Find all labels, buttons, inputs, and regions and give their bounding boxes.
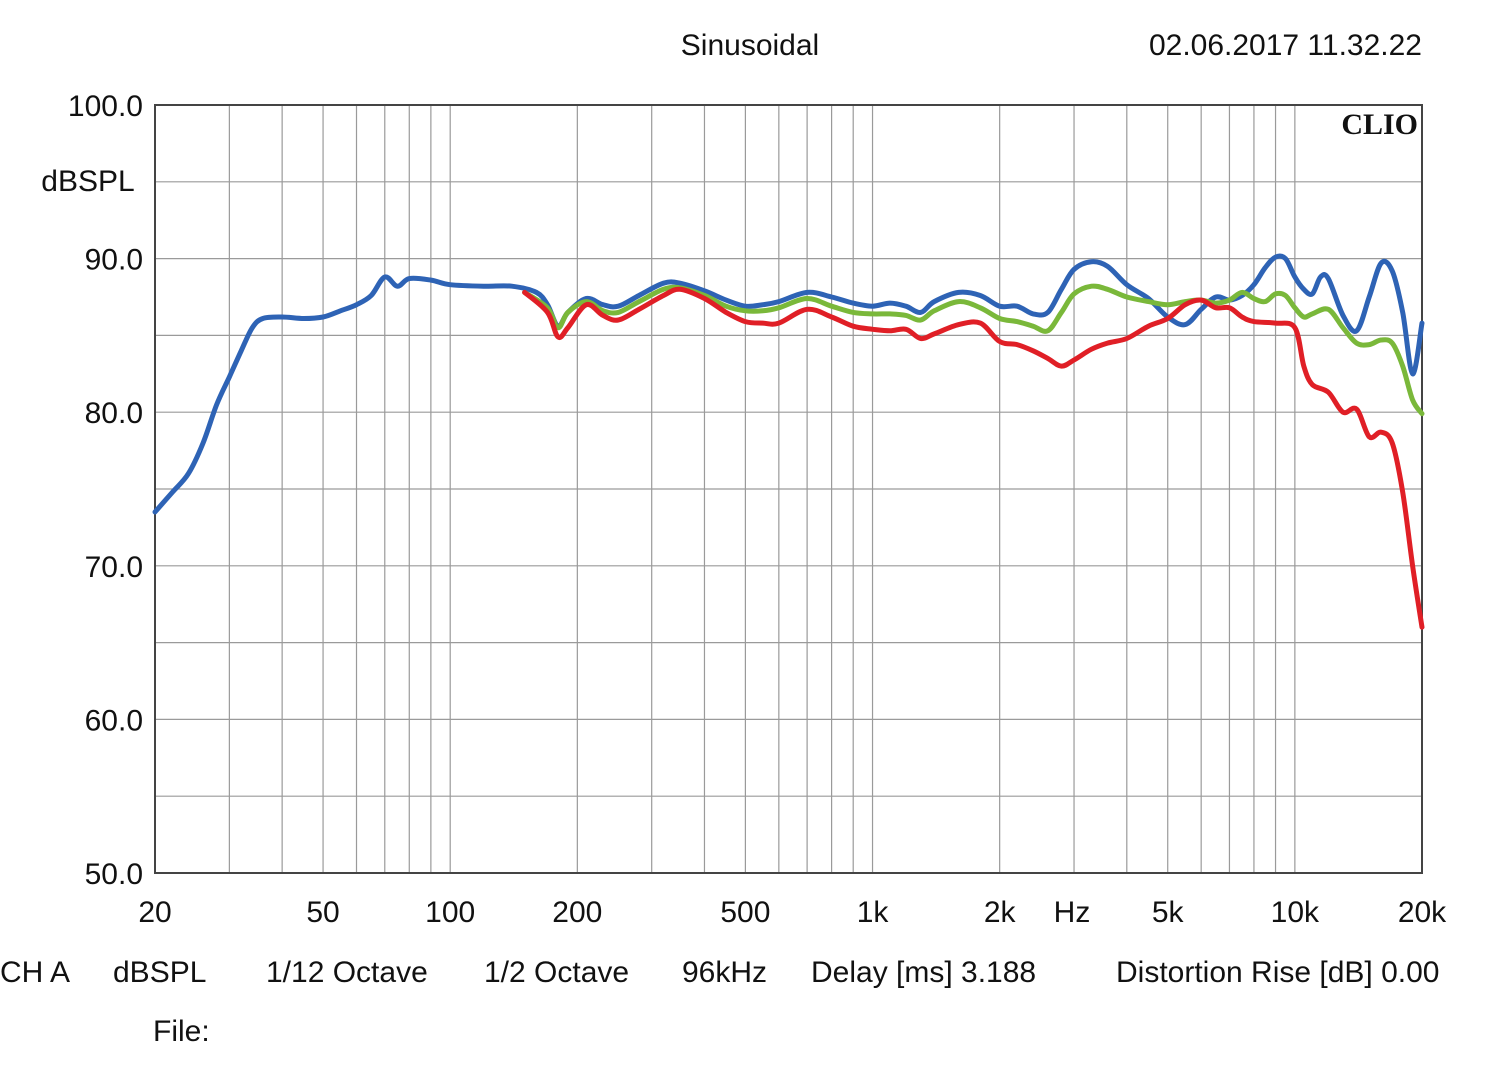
x-tick-label: 100 — [425, 896, 475, 929]
series-line-1 — [152, 253, 1425, 515]
x-tick-labels: 20 50 100 200 500 1k 2k 5k 10k 20k — [138, 896, 1447, 929]
measurement-mode: Sinusoidal — [681, 29, 819, 62]
y-tick-label: 100.0 — [68, 90, 143, 123]
clio-logo: CLIO — [1341, 108, 1418, 141]
y-axis-label: dBSPL — [41, 165, 134, 198]
x-tick-label: 10k — [1271, 896, 1320, 929]
y-tick-label: 90.0 — [85, 244, 143, 277]
x-tick-label: 2k — [984, 896, 1017, 929]
series-line-3 — [522, 286, 1425, 630]
x-tick-label: 1k — [857, 896, 890, 929]
series-layer — [152, 253, 1425, 630]
x-tick-label: 50 — [306, 896, 339, 929]
footer-sample-rate: 96kHz — [682, 956, 767, 989]
series-line-2 — [522, 283, 1425, 417]
footer-resolution: 1/2 Octave — [484, 956, 629, 989]
footer-file-label: File: — [153, 1015, 210, 1048]
footer-unit: dBSPL — [113, 956, 206, 989]
footer-delay: Delay [ms] 3.188 — [811, 956, 1036, 989]
y-tick-label: 50.0 — [85, 858, 143, 891]
footer-distortion: Distortion Rise [dB] 0.00 — [1116, 956, 1439, 989]
footer-smoothing: 1/12 Octave — [266, 956, 428, 989]
y-tick-labels: 100.0 90.0 80.0 70.0 60.0 50.0 — [68, 90, 143, 891]
y-tick-label: 60.0 — [85, 704, 143, 737]
y-tick-label: 70.0 — [85, 551, 143, 584]
x-tick-label: 5k — [1152, 896, 1185, 929]
plot-grid — [155, 105, 1422, 873]
y-tick-label: 80.0 — [85, 397, 143, 430]
footer-channel: CH A — [0, 956, 70, 989]
x-tick-label: 20 — [138, 896, 171, 929]
measurement-timestamp: 02.06.2017 11.32.22 — [1149, 29, 1422, 62]
x-tick-label: 20k — [1398, 896, 1447, 929]
plot-frame — [154, 104, 1423, 874]
x-tick-label: 200 — [552, 896, 602, 929]
x-tick-label: 500 — [720, 896, 770, 929]
x-axis-label: Hz — [1054, 896, 1091, 929]
